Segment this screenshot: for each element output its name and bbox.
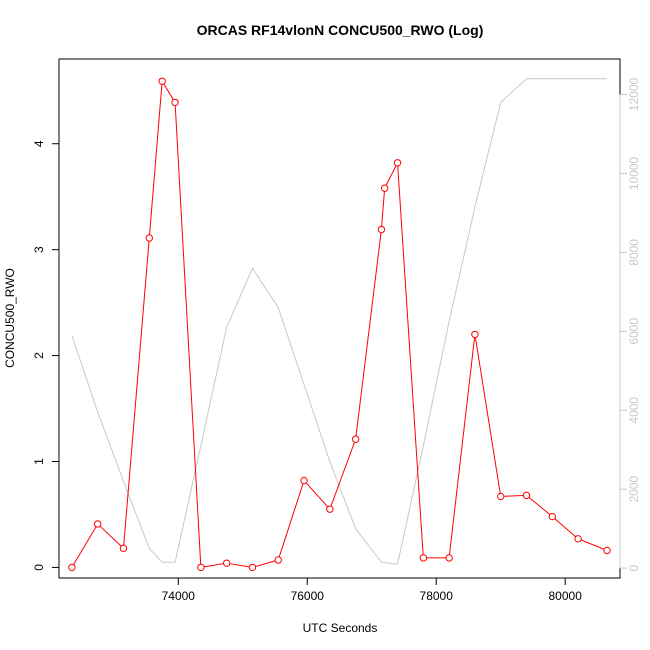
primary-data-point bbox=[419, 554, 428, 562]
primary-line-segment bbox=[73, 526, 97, 565]
primary-data-point bbox=[445, 554, 453, 562]
x-tick-label: 76000 bbox=[291, 589, 325, 603]
y2-tick-label: 2000 bbox=[627, 476, 641, 503]
y-axis-label: CONCU500_RWO bbox=[3, 268, 17, 368]
x-tick-label: 74000 bbox=[162, 589, 196, 603]
primary-line-segment bbox=[229, 563, 250, 568]
primary-line-segment bbox=[163, 83, 174, 100]
primary-data-point bbox=[119, 544, 128, 553]
primary-line-segment bbox=[123, 241, 150, 546]
primary-data-point bbox=[377, 225, 386, 234]
primary-line-segment bbox=[149, 84, 163, 235]
x-tick-label: 78000 bbox=[420, 589, 454, 603]
primary-data-point bbox=[471, 330, 479, 339]
y-tick-label: 4 bbox=[32, 140, 46, 147]
primary-line-segment bbox=[381, 191, 385, 227]
y-axis-right: 0 2000 4000 6000 8000 10000 12000 bbox=[619, 78, 641, 571]
primary-data-point bbox=[171, 98, 179, 107]
primary-line-segment bbox=[448, 337, 476, 555]
y2-tick-label: 6000 bbox=[627, 318, 641, 345]
primary-series bbox=[68, 77, 611, 572]
primary-data-point bbox=[548, 512, 556, 521]
primary-line-segment bbox=[580, 539, 605, 550]
primary-data-point bbox=[300, 476, 308, 485]
primary-data-point bbox=[380, 184, 389, 192]
primary-data-point bbox=[326, 505, 334, 513]
primary-line-segment bbox=[554, 518, 576, 538]
x-axis-label: UTC Seconds bbox=[303, 621, 378, 635]
primary-line-segment bbox=[174, 105, 202, 565]
primary-data-point bbox=[93, 520, 102, 528]
primary-line-segment bbox=[528, 497, 551, 515]
y-tick-label: 0 bbox=[32, 564, 46, 571]
x-tick-label: 80000 bbox=[549, 589, 583, 603]
primary-line-segment bbox=[255, 560, 276, 568]
primary-data-point bbox=[603, 546, 611, 555]
y-tick-label: 3 bbox=[32, 246, 46, 253]
x-axis: 74000 76000 78000 80000 bbox=[162, 577, 583, 603]
primary-data-point bbox=[68, 563, 76, 572]
primary-line-segment bbox=[397, 165, 424, 555]
primary-data-point bbox=[393, 159, 402, 167]
primary-data-point bbox=[248, 563, 257, 572]
secondary-series-line bbox=[71, 78, 608, 565]
y2-tick-label: 0 bbox=[627, 564, 641, 571]
primary-data-point bbox=[522, 491, 531, 500]
y2-tick-label: 8000 bbox=[627, 239, 641, 266]
primary-line-segment bbox=[385, 165, 397, 186]
primary-line-segment bbox=[203, 563, 224, 568]
primary-line-segment bbox=[330, 442, 355, 507]
y2-tick-label: 4000 bbox=[627, 397, 641, 424]
primary-line-segment bbox=[474, 337, 501, 494]
primary-data-point bbox=[574, 535, 582, 543]
primary-line-segment bbox=[305, 482, 329, 508]
primary-data-point bbox=[222, 559, 231, 567]
y-axis-left: 0 1 2 3 4 bbox=[32, 140, 60, 571]
chart-title: ORCAS RF14vlonN CONCU500_RWO (Log) bbox=[197, 22, 484, 38]
y-tick-label: 1 bbox=[32, 458, 46, 465]
primary-data-point bbox=[497, 492, 505, 501]
secondary-line bbox=[71, 78, 608, 565]
primary-data-point bbox=[197, 563, 205, 572]
primary-line-segment bbox=[355, 232, 382, 437]
y-tick-label: 2 bbox=[32, 352, 46, 359]
primary-data-point bbox=[274, 556, 282, 564]
primary-line-segment bbox=[99, 525, 122, 547]
primary-data-point bbox=[158, 77, 166, 85]
y2-tick-label: 10000 bbox=[627, 156, 641, 190]
primary-data-point bbox=[351, 435, 360, 443]
primary-line-segment bbox=[503, 495, 524, 497]
y2-tick-label: 12000 bbox=[627, 78, 641, 112]
primary-data-point bbox=[145, 234, 153, 242]
primary-line-segment bbox=[278, 483, 304, 558]
